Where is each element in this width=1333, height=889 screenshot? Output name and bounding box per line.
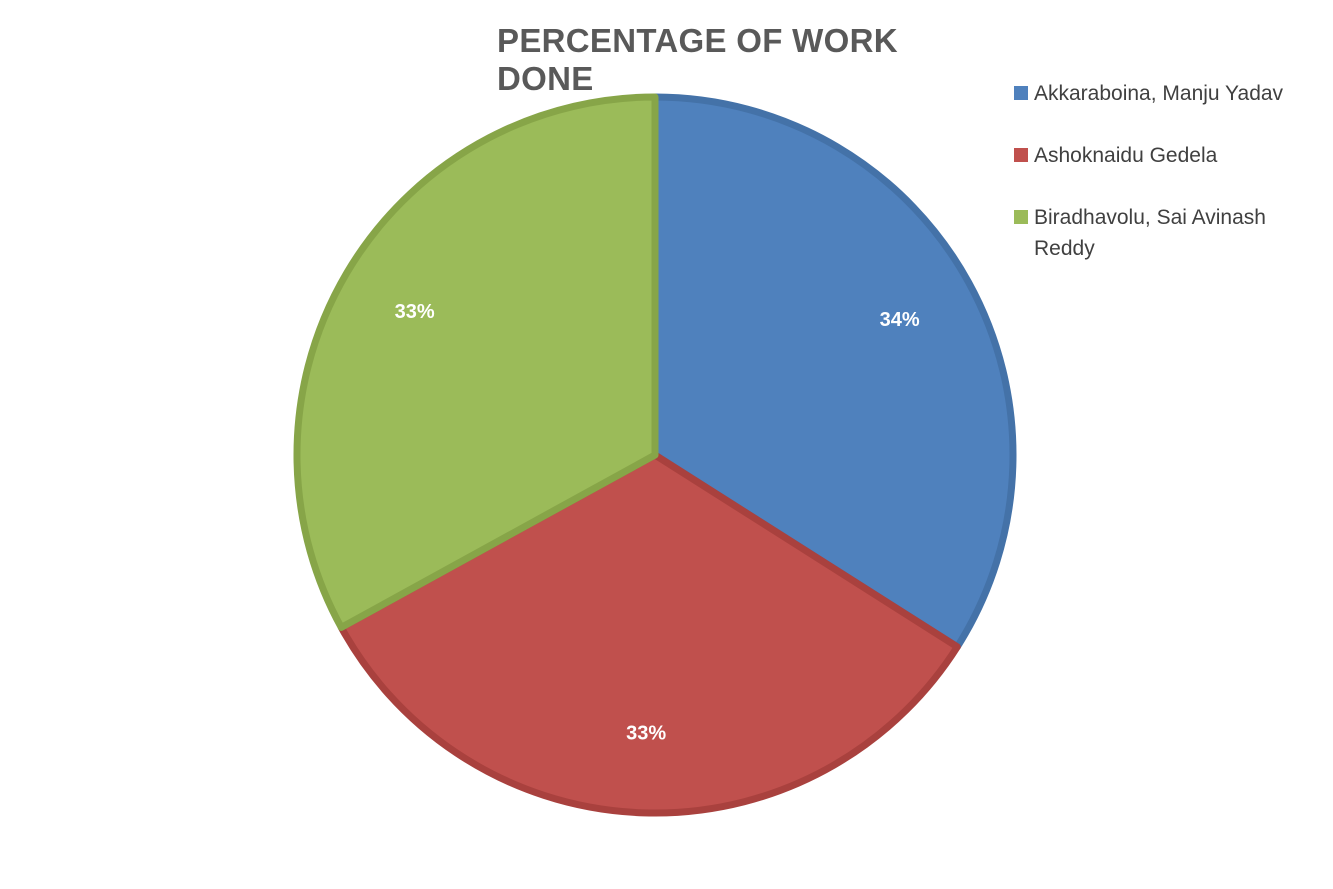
legend-swatch-2 xyxy=(1014,148,1028,162)
pie-slices xyxy=(293,93,1017,817)
legend-label-2: Ashoknaidu Gedela xyxy=(1034,144,1218,167)
pie-slice-3 xyxy=(293,93,659,631)
pie-data-labels: 34% 33% 33% xyxy=(395,301,920,744)
legend-entry-3: Biradhavolu, Sai Avinash Reddy xyxy=(1014,202,1324,264)
legend-label-1: Akkaraboina, Manju Yadav xyxy=(1034,82,1284,105)
data-label-1: 34% xyxy=(880,309,920,331)
legend-label-3: Biradhavolu, Sai Avinash Reddy xyxy=(1034,206,1266,260)
legend: Akkaraboina, Manju Yadav Ashoknaidu Gedel… xyxy=(1014,78,1324,295)
legend-swatch-1 xyxy=(1014,86,1028,100)
legend-entry-1: Akkaraboina, Manju Yadav xyxy=(1014,78,1324,109)
legend-swatch-3 xyxy=(1014,210,1028,224)
data-label-2: 33% xyxy=(626,722,666,744)
legend-entry-2: Ashoknaidu Gedela xyxy=(1014,140,1324,171)
data-label-3: 33% xyxy=(395,301,435,323)
chart-title: PERCENTAGE OF WORK DONE xyxy=(497,22,898,97)
